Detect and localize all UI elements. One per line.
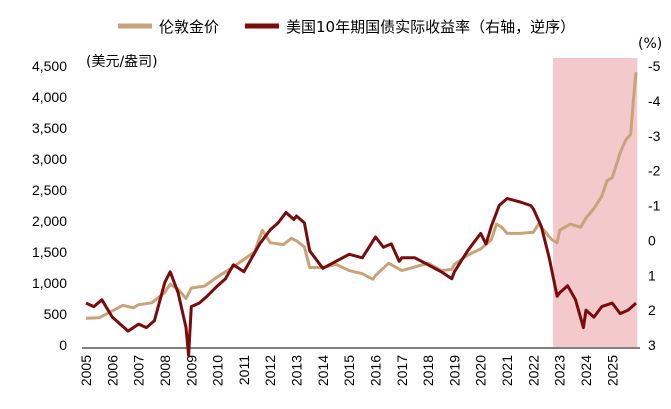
x-axis-tick-label: 2010: [210, 355, 226, 386]
x-axis-tick-label: 2015: [341, 355, 357, 386]
left-axis-tick-label: 1,000: [32, 275, 67, 291]
x-axis-tick-label: 2011: [236, 355, 252, 385]
right-axis-tick-label: 0: [648, 232, 656, 248]
right-axis-tick-label: -1: [648, 198, 661, 214]
left-axis-tick-label: 500: [44, 306, 68, 322]
left-axis-tick-label: 2,500: [32, 182, 67, 198]
right-axis-unit-label: (%): [638, 36, 662, 52]
right-axis-tick-label: 3: [648, 337, 656, 353]
series-line-real-yield: [85, 197, 637, 357]
legend-label-gold: 伦敦金价: [159, 18, 219, 36]
x-axis-ticks: 2005 2006 2007 2008 2009 2010 2011 2012 2013 2014…: [78, 355, 620, 386]
x-axis-tick-label: 2020: [473, 355, 489, 386]
x-axis-tick-label: 2012: [262, 355, 278, 386]
right-axis-tick-label: 2: [648, 302, 656, 318]
left-axis-unit-label: (美元/盎司): [86, 54, 158, 70]
x-axis-tick-label: 2016: [367, 355, 383, 386]
shaded-region: [553, 58, 638, 347]
left-axis-tick-label: 2,000: [32, 213, 67, 229]
x-axis-tick-label: 2009: [183, 355, 199, 386]
x-axis-tick-label: 2021: [499, 355, 515, 386]
right-axis-tick-label: -5: [648, 58, 661, 74]
right-axis-tick-label: 1: [648, 267, 656, 283]
legend-label-real-yield: 美国10年期国债实际收益率（右轴，逆序）: [286, 18, 575, 36]
x-axis-tick-label: 2022: [525, 355, 541, 386]
right-axis-tick-label: -4: [648, 93, 661, 109]
left-axis-ticks: 0 500 1,000 1,500 2,000 2,500 3,000 3,500 4,000 4…: [32, 58, 67, 353]
x-axis-tick-label: 2014: [315, 355, 331, 386]
x-axis-tick-label: 2024: [578, 355, 594, 386]
left-axis-tick-label: 3,000: [32, 151, 67, 167]
x-axis-tick-label: 2019: [446, 355, 462, 386]
left-axis-tick-label: 4,500: [32, 58, 67, 74]
right-axis-ticks: -5 -4 -3 -2 -1 0 1 2 3: [648, 58, 661, 353]
x-axis-tick-label: 2025: [604, 355, 620, 386]
x-axis-tick-label: 2008: [157, 355, 173, 386]
left-axis-tick-label: 3,500: [32, 120, 67, 136]
x-axis-tick-label: 2017: [394, 355, 410, 386]
left-axis-tick-label: 0: [59, 337, 67, 353]
x-axis-tick-label: 2023: [552, 355, 568, 386]
left-axis-tick-label: 1,500: [32, 244, 67, 260]
x-axis-tick-label: 2005: [78, 355, 94, 386]
legend: 伦敦金价 美国10年期国债实际收益率（右轴，逆序）: [118, 18, 575, 36]
series-line-gold-price: [85, 72, 638, 320]
left-axis-tick-label: 4,000: [32, 89, 67, 105]
x-axis-tick-label: 2007: [131, 355, 147, 386]
right-axis-tick-label: -2: [648, 163, 661, 179]
x-axis-tick-label: 2013: [289, 355, 305, 386]
series-layer: [85, 72, 638, 357]
x-axis-tick-label: 2006: [104, 355, 120, 386]
right-axis-tick-label: -3: [648, 128, 661, 144]
x-axis-tick-label: 2018: [420, 355, 436, 386]
